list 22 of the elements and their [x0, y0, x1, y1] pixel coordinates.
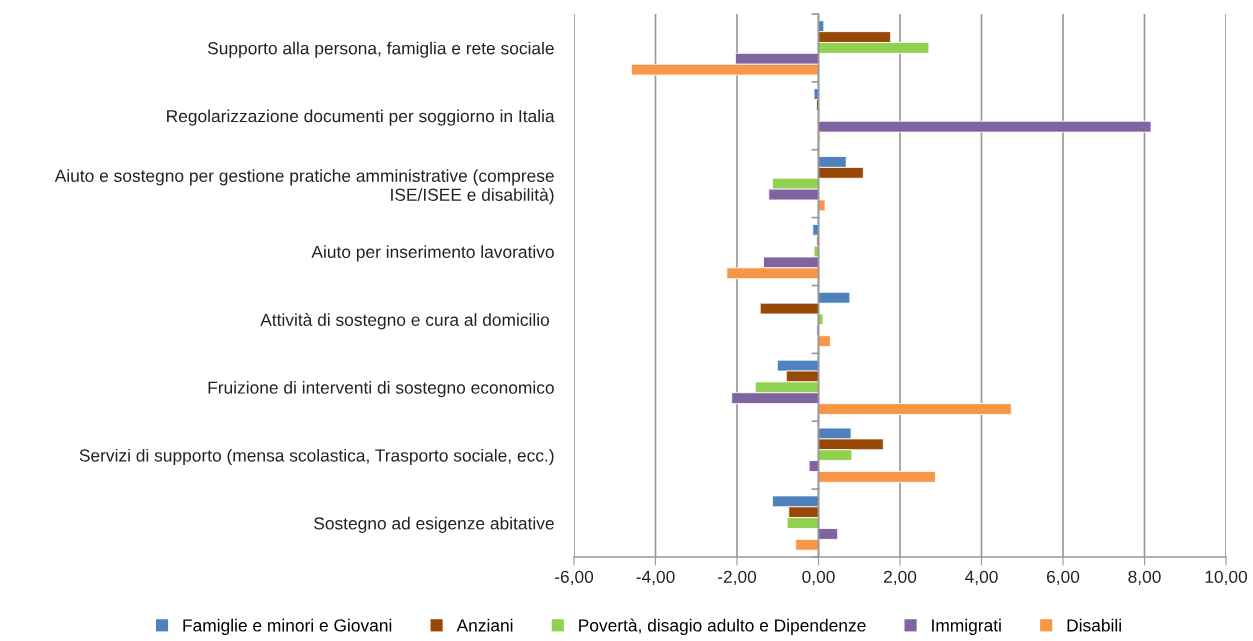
- x-tick-label: -2,00: [717, 570, 757, 585]
- y-tick-label: Aiuto per inserimento lavorativo: [311, 245, 554, 262]
- y-tick-label: Servizi di supporto (mensa scolastica, Trasporto sociale, ecc.): [79, 448, 554, 466]
- y-tick-label: Aiuto e sostegno per gestione pratiche amministrative (comprese ISE/ISEE e disabilità): [54, 169, 554, 205]
- legend-label: Disabili: [1067, 618, 1121, 632]
- y-tick-label: Attività di sostegno e cura al domicilio: [260, 313, 550, 330]
- x-tick-label: 2,00: [883, 570, 917, 585]
- legend-label: Anziani: [456, 618, 513, 632]
- legend-label: Povertà, disagio adulto e Dipendenze: [579, 618, 866, 635]
- y-tick-label: Fruizione di interventi di sostegno economico: [208, 381, 554, 398]
- x-tick-label: 10,00: [1205, 570, 1248, 585]
- x-tick-label: 0,00: [802, 570, 835, 585]
- y-tick-label: Regolarizzazione documenti per soggiorno in Italia: [167, 109, 555, 126]
- x-tick-label: 6,00: [1046, 570, 1080, 585]
- legend-label: Famiglie e minori e Giovani: [183, 618, 392, 635]
- x-tick-label: 4,00: [965, 570, 998, 585]
- legend-label: Immigrati: [932, 618, 1001, 635]
- y-tick-label: Supporto alla persona, famiglia e rete sociale: [207, 41, 554, 58]
- x-tick-label: -6,00: [554, 570, 594, 585]
- x-tick-label: 8,00: [1128, 570, 1161, 585]
- y-tick-label: Sostegno ad esigenze abitative: [314, 516, 554, 533]
- x-tick-label: -4,00: [636, 570, 675, 585]
